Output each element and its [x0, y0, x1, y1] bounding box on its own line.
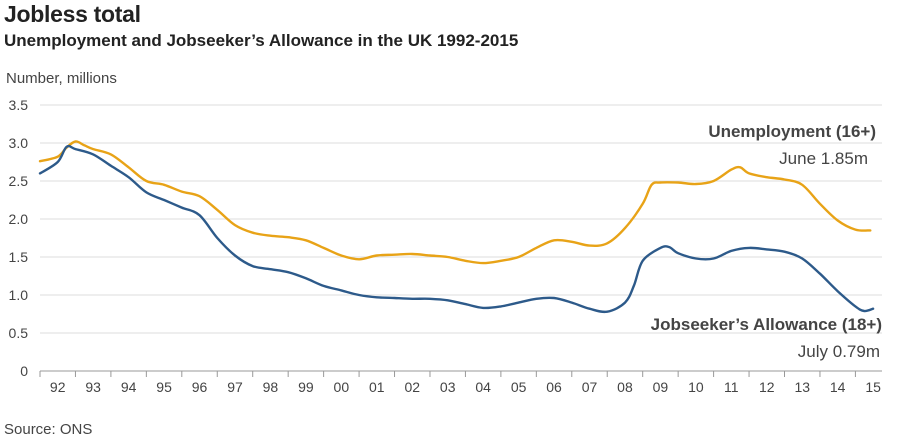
y-axis-unit-label: Number, millions [6, 70, 117, 87]
x-tick-label: 13 [794, 379, 810, 395]
y-axis-ticks: 0 0.5 1.0 1.5 2.0 2.5 3.0 3.5 [9, 97, 29, 379]
y-tick-label: 0.5 [9, 325, 29, 341]
x-tick-label: 14 [830, 379, 846, 395]
x-axis-ticks: 92 93 94 95 96 97 98 99 00 01 02 03 04 05 06 07 08 09 10 11… [39, 371, 881, 395]
x-tick-label: 98 [263, 379, 279, 395]
chart-title: Jobless total [4, 1, 141, 27]
y-tick-label: 3.0 [9, 135, 29, 151]
x-tick-label: 08 [617, 379, 633, 395]
grid-lines [40, 104, 882, 372]
x-tick-label: 93 [85, 379, 101, 395]
jsa-line [38, 144, 875, 314]
jsa-latest-annotation: July 0.79m [798, 342, 880, 361]
x-tick-label: 10 [688, 379, 704, 395]
unemployment-line [38, 140, 872, 265]
x-tick-label: 01 [369, 379, 385, 395]
x-tick-label: 03 [440, 379, 456, 395]
x-tick-label: 99 [298, 379, 314, 395]
series-lines [38, 140, 875, 314]
y-tick-label: 2.0 [9, 211, 29, 227]
y-tick-label: 3.5 [9, 97, 29, 113]
unemployment-latest-annotation: June 1.85m [779, 149, 868, 168]
x-tick-label: 94 [121, 379, 137, 395]
x-tick-label: 97 [227, 379, 243, 395]
x-tick-label: 04 [475, 379, 491, 395]
x-tick-label: 05 [511, 379, 527, 395]
x-tick-label: 96 [192, 379, 208, 395]
y-tick-label: 0 [20, 363, 28, 379]
source-note: Source: ONS [4, 421, 93, 438]
x-tick-label: 09 [653, 379, 669, 395]
x-tick-label: 92 [50, 379, 66, 395]
x-tick-label: 06 [546, 379, 562, 395]
y-tick-label: 1.0 [9, 287, 29, 303]
y-tick-label: 1.5 [9, 249, 29, 265]
x-tick-label: 15 [865, 379, 881, 395]
jsa-series-label: Jobseeker’s Allowance (18+) [651, 315, 882, 334]
x-tick-label: 07 [582, 379, 598, 395]
x-tick-label: 95 [156, 379, 172, 395]
x-tick-label: 02 [404, 379, 420, 395]
unemployment-series-label: Unemployment (16+) [708, 122, 876, 141]
x-tick-label: 12 [759, 379, 775, 395]
x-tick-label: 11 [724, 379, 739, 395]
chart-subtitle: Unemployment and Jobseeker’s Allowance i… [4, 31, 519, 50]
x-tick-label: 00 [334, 379, 350, 395]
y-tick-label: 2.5 [9, 173, 29, 189]
